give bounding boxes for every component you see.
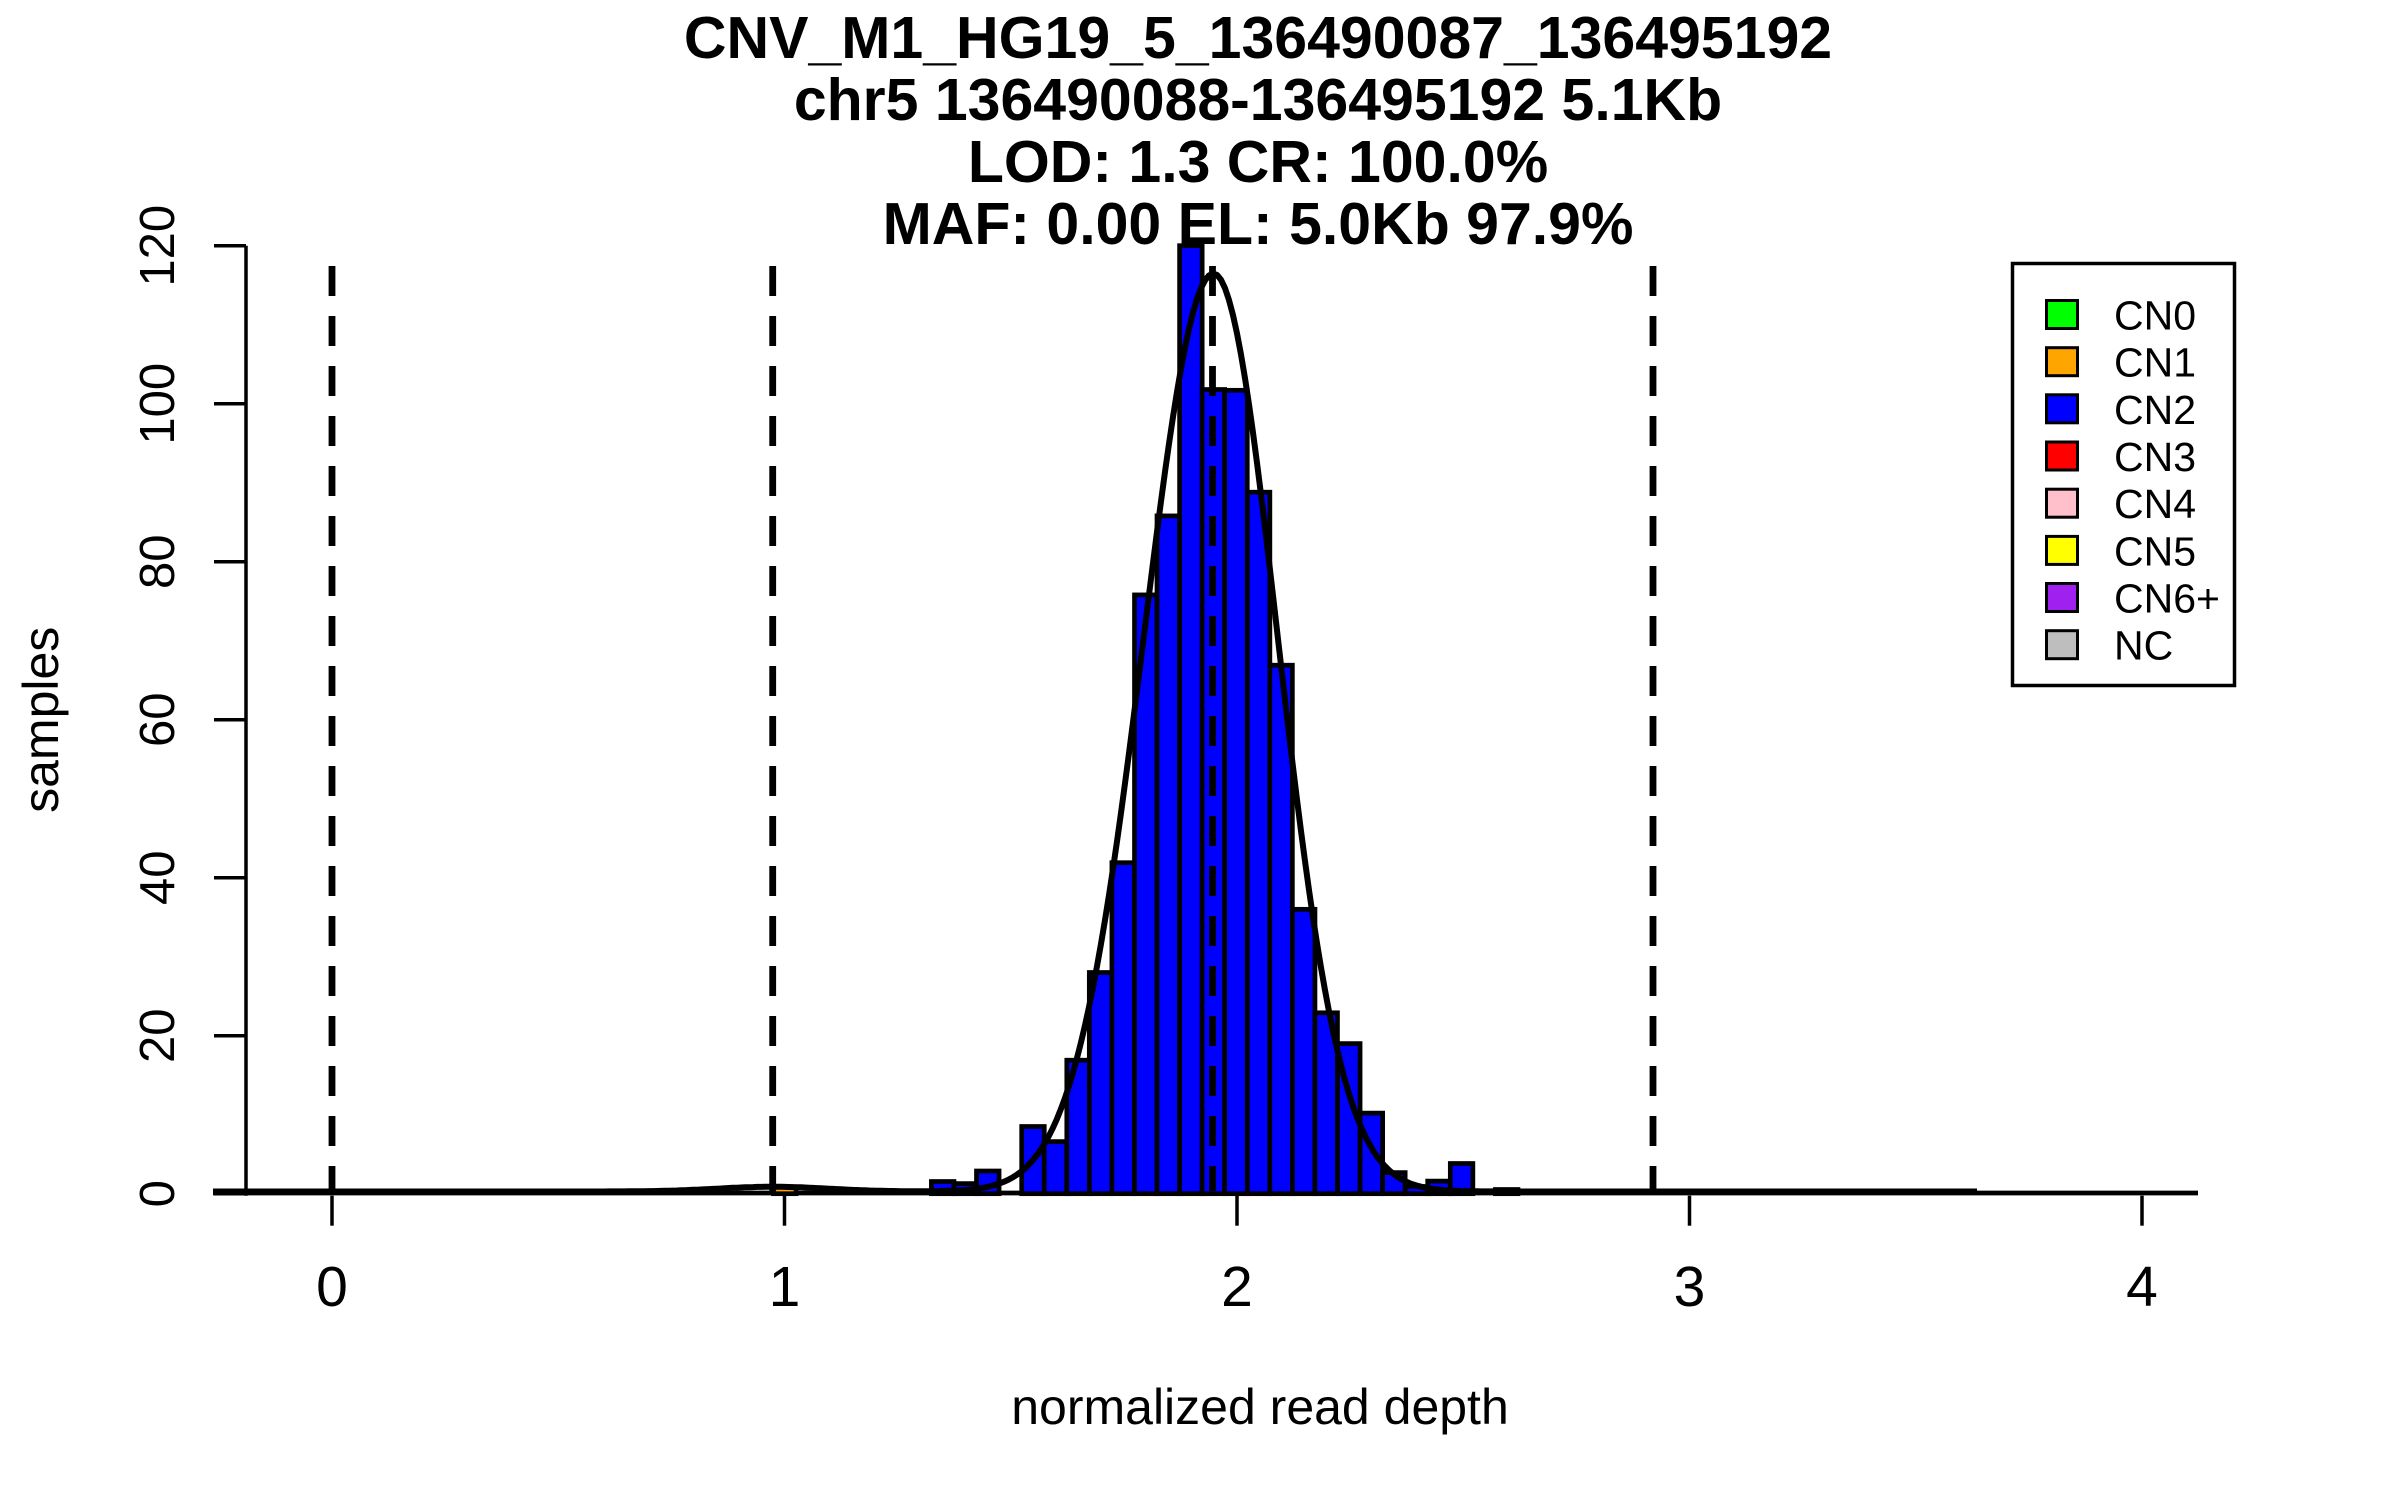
svg-text:120: 120: [131, 205, 185, 287]
svg-text:1: 1: [769, 1255, 801, 1319]
svg-text:40: 40: [131, 850, 185, 905]
svg-text:chr5 136490088-136495192 5.1Kb: chr5 136490088-136495192 5.1Kb: [794, 67, 1722, 133]
svg-text:normalized read depth: normalized read depth: [1011, 1379, 1509, 1435]
svg-text:0: 0: [316, 1255, 348, 1319]
svg-text:CN1: CN1: [2114, 340, 2196, 386]
svg-text:CN6+: CN6+: [2114, 576, 2220, 622]
svg-text:100: 100: [131, 363, 185, 445]
svg-text:80: 80: [131, 534, 185, 589]
svg-text:LOD: 1.3 CR: 100.0%: LOD: 1.3 CR: 100.0%: [968, 129, 1548, 195]
svg-text:0: 0: [131, 1180, 185, 1207]
svg-text:20: 20: [131, 1008, 185, 1063]
svg-text:NC: NC: [2114, 623, 2173, 669]
svg-text:CN2: CN2: [2114, 387, 2196, 433]
svg-text:CN3: CN3: [2114, 434, 2196, 480]
svg-text:3: 3: [1674, 1255, 1706, 1319]
svg-text:CN5: CN5: [2114, 528, 2196, 574]
svg-text:CN0: CN0: [2114, 293, 2196, 339]
svg-text:CNV_M1_HG19_5_136490087_136495: CNV_M1_HG19_5_136490087_136495192: [684, 5, 1832, 71]
svg-text:MAF: 0.00 EL: 5.0Kb 97.9%: MAF: 0.00 EL: 5.0Kb 97.9%: [883, 191, 1634, 257]
svg-text:4: 4: [2126, 1255, 2158, 1319]
svg-text:60: 60: [131, 692, 185, 747]
svg-text:samples: samples: [13, 627, 69, 813]
svg-text:2: 2: [1221, 1255, 1253, 1319]
svg-text:CN4: CN4: [2114, 481, 2196, 527]
